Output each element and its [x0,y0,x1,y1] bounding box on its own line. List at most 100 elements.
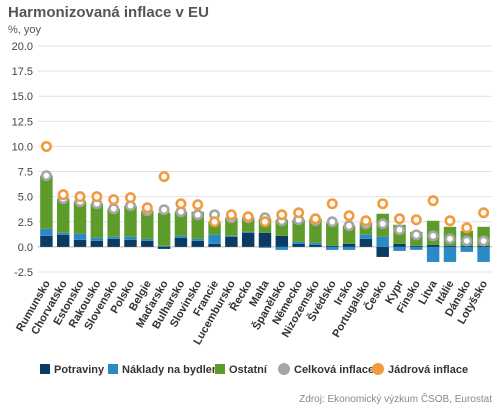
bar-segment [208,243,221,247]
bar-segment [426,244,440,247]
marker-point [326,216,338,228]
bar-segment [40,228,53,236]
y-tick-label: 15.0 [12,91,33,103]
bar-segment [342,243,356,247]
bar-segment [90,240,104,247]
marker-point [343,210,355,222]
marker-point [57,189,69,201]
marker-point [410,214,422,226]
legend: Potraviny Náklady na bydlení Ostatní Celkov… [40,363,468,376]
bar-segment [443,245,457,247]
bar-segment [258,232,272,247]
bar-segment [141,240,154,247]
bar-segment [326,245,339,247]
marker-point [394,213,406,225]
marker-point [377,218,389,230]
marker-point [124,192,136,204]
y-tick-label: -2.5 [14,267,33,279]
marker-point [40,170,52,182]
bar-segment [460,245,473,247]
bar-segment [208,234,221,244]
marker-point [326,198,338,210]
bar-segment [443,246,457,262]
legend-swatch [372,363,384,375]
bar-segment [191,240,204,247]
bar-segment [309,242,322,245]
marker-point [478,235,490,247]
bar-segment [426,246,440,262]
legend-label: Ostatní [229,364,268,376]
marker-point [74,191,86,203]
bar-segment [225,236,238,247]
y-tick-label: 20.0 [12,41,33,53]
marker-point [209,216,221,228]
bar-segment [376,246,389,257]
marker-point [427,230,439,242]
legend-label: Náklady na bydlení [122,364,223,376]
x-axis: RumunskoChorvatskoEstonskoRakouskoSloven… [14,278,490,347]
y-tick-label: 12.5 [12,116,33,128]
marker-point [461,235,473,247]
bar-segment [275,235,289,247]
bar-segment [292,243,305,247]
bar-segment [393,246,406,251]
bar-segment [241,231,255,233]
bar-segment [174,237,188,247]
bar-segment [73,233,87,240]
bar-segment [326,222,339,246]
y-axis-unit: %, yoy [8,24,42,36]
marker-point [225,209,237,221]
marker-point [91,191,103,203]
bar-segment [107,238,120,247]
bar-segment [342,246,356,250]
marker-point [242,211,254,223]
bar-segment [57,198,70,233]
bar-segment [292,219,305,242]
marker-point [158,171,170,183]
bar-segment [107,208,120,237]
bar-segment [258,246,272,248]
marker-point [108,203,120,215]
bar-segment [460,246,473,252]
marker-point [410,229,422,241]
y-tick-label: 0.0 [18,242,33,254]
marker-point [360,215,372,227]
bar-segment [73,201,87,234]
bar-segment [157,212,171,246]
marker-point [276,209,288,221]
bar-segment [124,236,137,240]
bar-segment [90,203,104,238]
marker-point [108,194,120,206]
bar-segment [141,238,154,241]
marker-point [192,209,204,221]
legend-label: Jádrová inflace [388,364,468,376]
bar-segment [57,234,70,247]
marker-point [158,204,170,216]
marker-point [259,216,271,228]
bar-segment [225,235,238,237]
bar-segment [410,245,423,247]
marker-point [141,202,153,214]
legend-swatch [108,364,118,374]
legend-label: Potraviny [54,364,105,376]
marker-point [394,224,406,236]
bar-segment [107,236,120,239]
marker-point [444,215,456,227]
y-tick-label: 7.5 [18,167,33,179]
bar-segment [376,236,389,247]
chart-title: Harmonizovaná inflace v EU [8,4,209,21]
bar-segment [174,211,188,236]
bar-segment [359,234,373,239]
bar-segment [292,241,305,244]
marker-point [478,207,490,219]
legend-label: Celková inflace [294,364,374,376]
bar-segment [174,235,188,238]
bar-segment [410,246,423,250]
marker-point [175,198,187,210]
marker-point [343,220,355,232]
bar-segment [241,232,255,247]
bar-segment [124,239,137,247]
y-tick-label: 17.5 [12,66,33,78]
bar-segment [157,246,171,249]
